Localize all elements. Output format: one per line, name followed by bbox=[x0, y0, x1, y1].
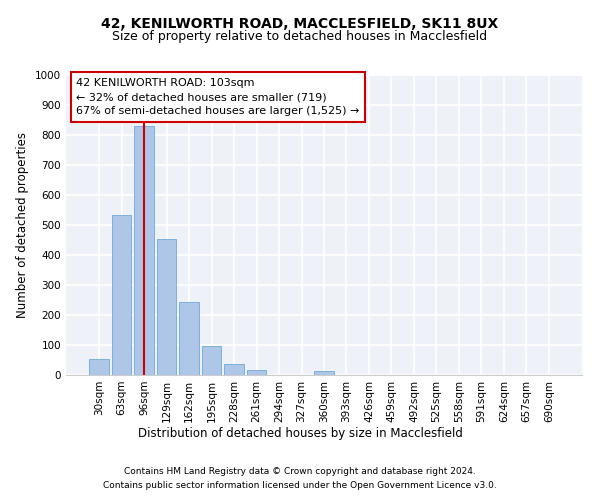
Text: Contains public sector information licensed under the Open Government Licence v3: Contains public sector information licen… bbox=[103, 481, 497, 490]
Bar bbox=[202, 346, 221, 375]
Y-axis label: Number of detached properties: Number of detached properties bbox=[16, 132, 29, 318]
Bar bbox=[134, 126, 154, 375]
Bar bbox=[89, 359, 109, 375]
Text: 42 KENILWORTH ROAD: 103sqm
← 32% of detached houses are smaller (719)
67% of sem: 42 KENILWORTH ROAD: 103sqm ← 32% of deta… bbox=[76, 78, 359, 116]
Bar bbox=[247, 370, 266, 375]
Bar bbox=[224, 364, 244, 375]
Text: Size of property relative to detached houses in Macclesfield: Size of property relative to detached ho… bbox=[112, 30, 488, 43]
Text: Contains HM Land Registry data © Crown copyright and database right 2024.: Contains HM Land Registry data © Crown c… bbox=[124, 468, 476, 476]
Bar bbox=[157, 238, 176, 375]
Bar bbox=[179, 302, 199, 375]
Text: 42, KENILWORTH ROAD, MACCLESFIELD, SK11 8UX: 42, KENILWORTH ROAD, MACCLESFIELD, SK11 … bbox=[101, 18, 499, 32]
Bar bbox=[314, 372, 334, 375]
Text: Distribution of detached houses by size in Macclesfield: Distribution of detached houses by size … bbox=[137, 428, 463, 440]
Bar bbox=[112, 214, 131, 375]
